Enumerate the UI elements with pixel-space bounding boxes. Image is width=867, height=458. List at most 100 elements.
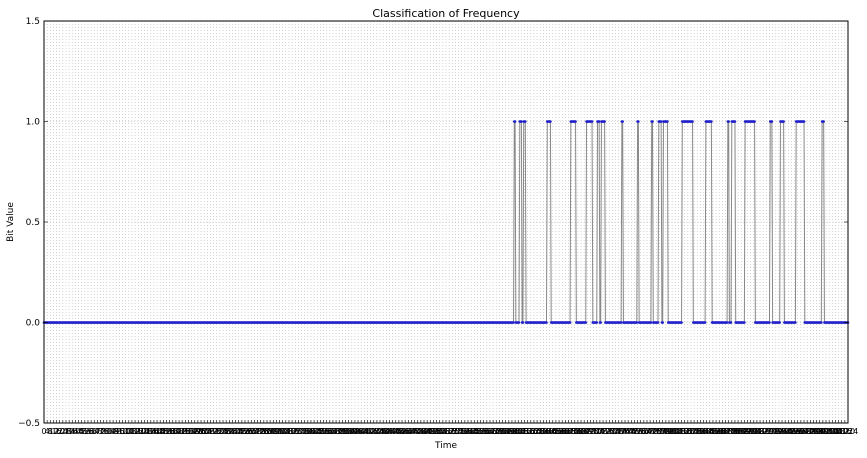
x-tick-label: 580 [492, 427, 507, 436]
data-point [619, 321, 623, 324]
x-tick-label: 644 [542, 427, 557, 436]
x-tick-label: 48 [77, 427, 87, 436]
data-point [574, 120, 577, 123]
x-tick-label: 312 [281, 427, 296, 436]
x-tick-label: 848 [702, 427, 717, 436]
x-tick-label: 148 [153, 427, 168, 436]
x-tick-label: 532 [454, 427, 469, 436]
x-tick-label: 208 [200, 427, 215, 436]
data-point [666, 120, 669, 123]
x-tick-label: 528 [451, 427, 466, 436]
x-tick-label: 704 [589, 427, 604, 436]
data-point [513, 120, 517, 123]
x-tick-label: 424 [369, 427, 384, 436]
x-tick-label: 952 [784, 427, 799, 436]
x-tick-label: 272 [250, 427, 265, 436]
y-tick-label: −0.5 [18, 419, 40, 429]
x-tick-label: 972 [800, 427, 815, 436]
x-tick-label: 60 [86, 427, 96, 436]
data-point [649, 321, 653, 324]
x-axis-label: Time [434, 441, 457, 451]
x-tick-label: 712 [595, 427, 610, 436]
x-tick-label: 592 [501, 427, 516, 436]
data-point [521, 321, 525, 324]
x-tick-label: 476 [410, 427, 425, 436]
x-tick-label: 812 [674, 427, 689, 436]
y-axis-label: Bit Value [6, 202, 16, 242]
data-point [770, 120, 774, 123]
x-tick-label: 780 [649, 427, 664, 436]
x-tick-label: 384 [338, 427, 353, 436]
x-tick-label: 976 [803, 427, 818, 436]
x-tick-label: 804 [668, 427, 683, 436]
x-tick-label: 896 [740, 427, 755, 436]
x-tick-label: 884 [730, 427, 745, 436]
x-tick-label: 324 [291, 427, 306, 436]
x-tick-label: 832 [690, 427, 705, 436]
x-tick-label: 868 [718, 427, 733, 436]
x-tick-label: 724 [605, 427, 620, 436]
data-point [656, 321, 660, 324]
x-tick-label: 20 [55, 427, 65, 436]
x-tick-label: 408 [357, 427, 372, 436]
x-tick-label: 260 [241, 427, 256, 436]
data-point [549, 120, 552, 123]
x-tick-label: 888 [734, 427, 749, 436]
x-tick-label: 100 [115, 427, 130, 436]
data-point [768, 321, 771, 324]
x-tick-label: 824 [683, 427, 698, 436]
x-tick-label: 332 [297, 427, 312, 436]
x-tick-label: 28 [61, 427, 71, 436]
x-tick-label: 320 [288, 427, 303, 436]
x-tick-label: 964 [793, 427, 808, 436]
data-point [597, 120, 601, 123]
x-tick-label: 196 [190, 427, 205, 436]
x-tick-label: 744 [621, 427, 636, 436]
data-point [659, 120, 663, 123]
data-point [778, 321, 781, 324]
x-tick-label: 892 [737, 427, 752, 436]
x-tick-label: 784 [652, 427, 667, 436]
x-tick-label: 92 [111, 427, 121, 436]
x-tick-label: 396 [347, 427, 362, 436]
x-tick-label: 308 [278, 427, 293, 436]
x-tick-label: 352 [313, 427, 328, 436]
x-tick-label: 504 [432, 427, 447, 436]
x-tick-label: 1016 [832, 427, 852, 436]
x-tick-label: 616 [520, 427, 535, 436]
x-tick-label: 944 [778, 427, 793, 436]
x-tick-label: 360 [319, 427, 334, 436]
x-tick-label: 576 [489, 427, 504, 436]
x-tick-label: 500 [429, 427, 444, 436]
x-tick-label: 960 [790, 427, 805, 436]
x-tick-label: 484 [416, 427, 431, 436]
data-point [524, 120, 527, 123]
x-tick-label: 608 [514, 427, 529, 436]
x-tick-label: 36 [67, 427, 77, 436]
x-tick-label: 876 [724, 427, 739, 436]
x-tick-label: 316 [284, 427, 299, 436]
x-tick-label: 40 [70, 427, 80, 436]
x-tick-label: 728 [608, 427, 623, 436]
x-tick-label: 420 [366, 427, 381, 436]
x-tick-label: 544 [463, 427, 478, 436]
data-point [568, 321, 572, 324]
x-tick-label: 448 [388, 427, 403, 436]
x-tick-label: 904 [746, 427, 761, 436]
x-tick-label: 168 [168, 427, 183, 436]
x-tick-label: 716 [599, 427, 614, 436]
x-tick-label: 984 [809, 427, 824, 436]
data-point [545, 321, 548, 324]
x-tick-label: 204 [197, 427, 212, 436]
x-tick-label: 368 [325, 427, 340, 436]
x-tick-label: 88 [108, 427, 118, 436]
data-point [603, 120, 606, 123]
x-tick-label: 912 [752, 427, 767, 436]
x-tick-label: 992 [815, 427, 830, 436]
data-point [822, 120, 825, 123]
x-tick-label: 900 [743, 427, 758, 436]
x-tick-label: 660 [555, 427, 570, 436]
x-tick-label: 356 [316, 427, 331, 436]
x-tick-label: 276 [253, 427, 268, 436]
x-tick-label: 304 [275, 427, 290, 436]
